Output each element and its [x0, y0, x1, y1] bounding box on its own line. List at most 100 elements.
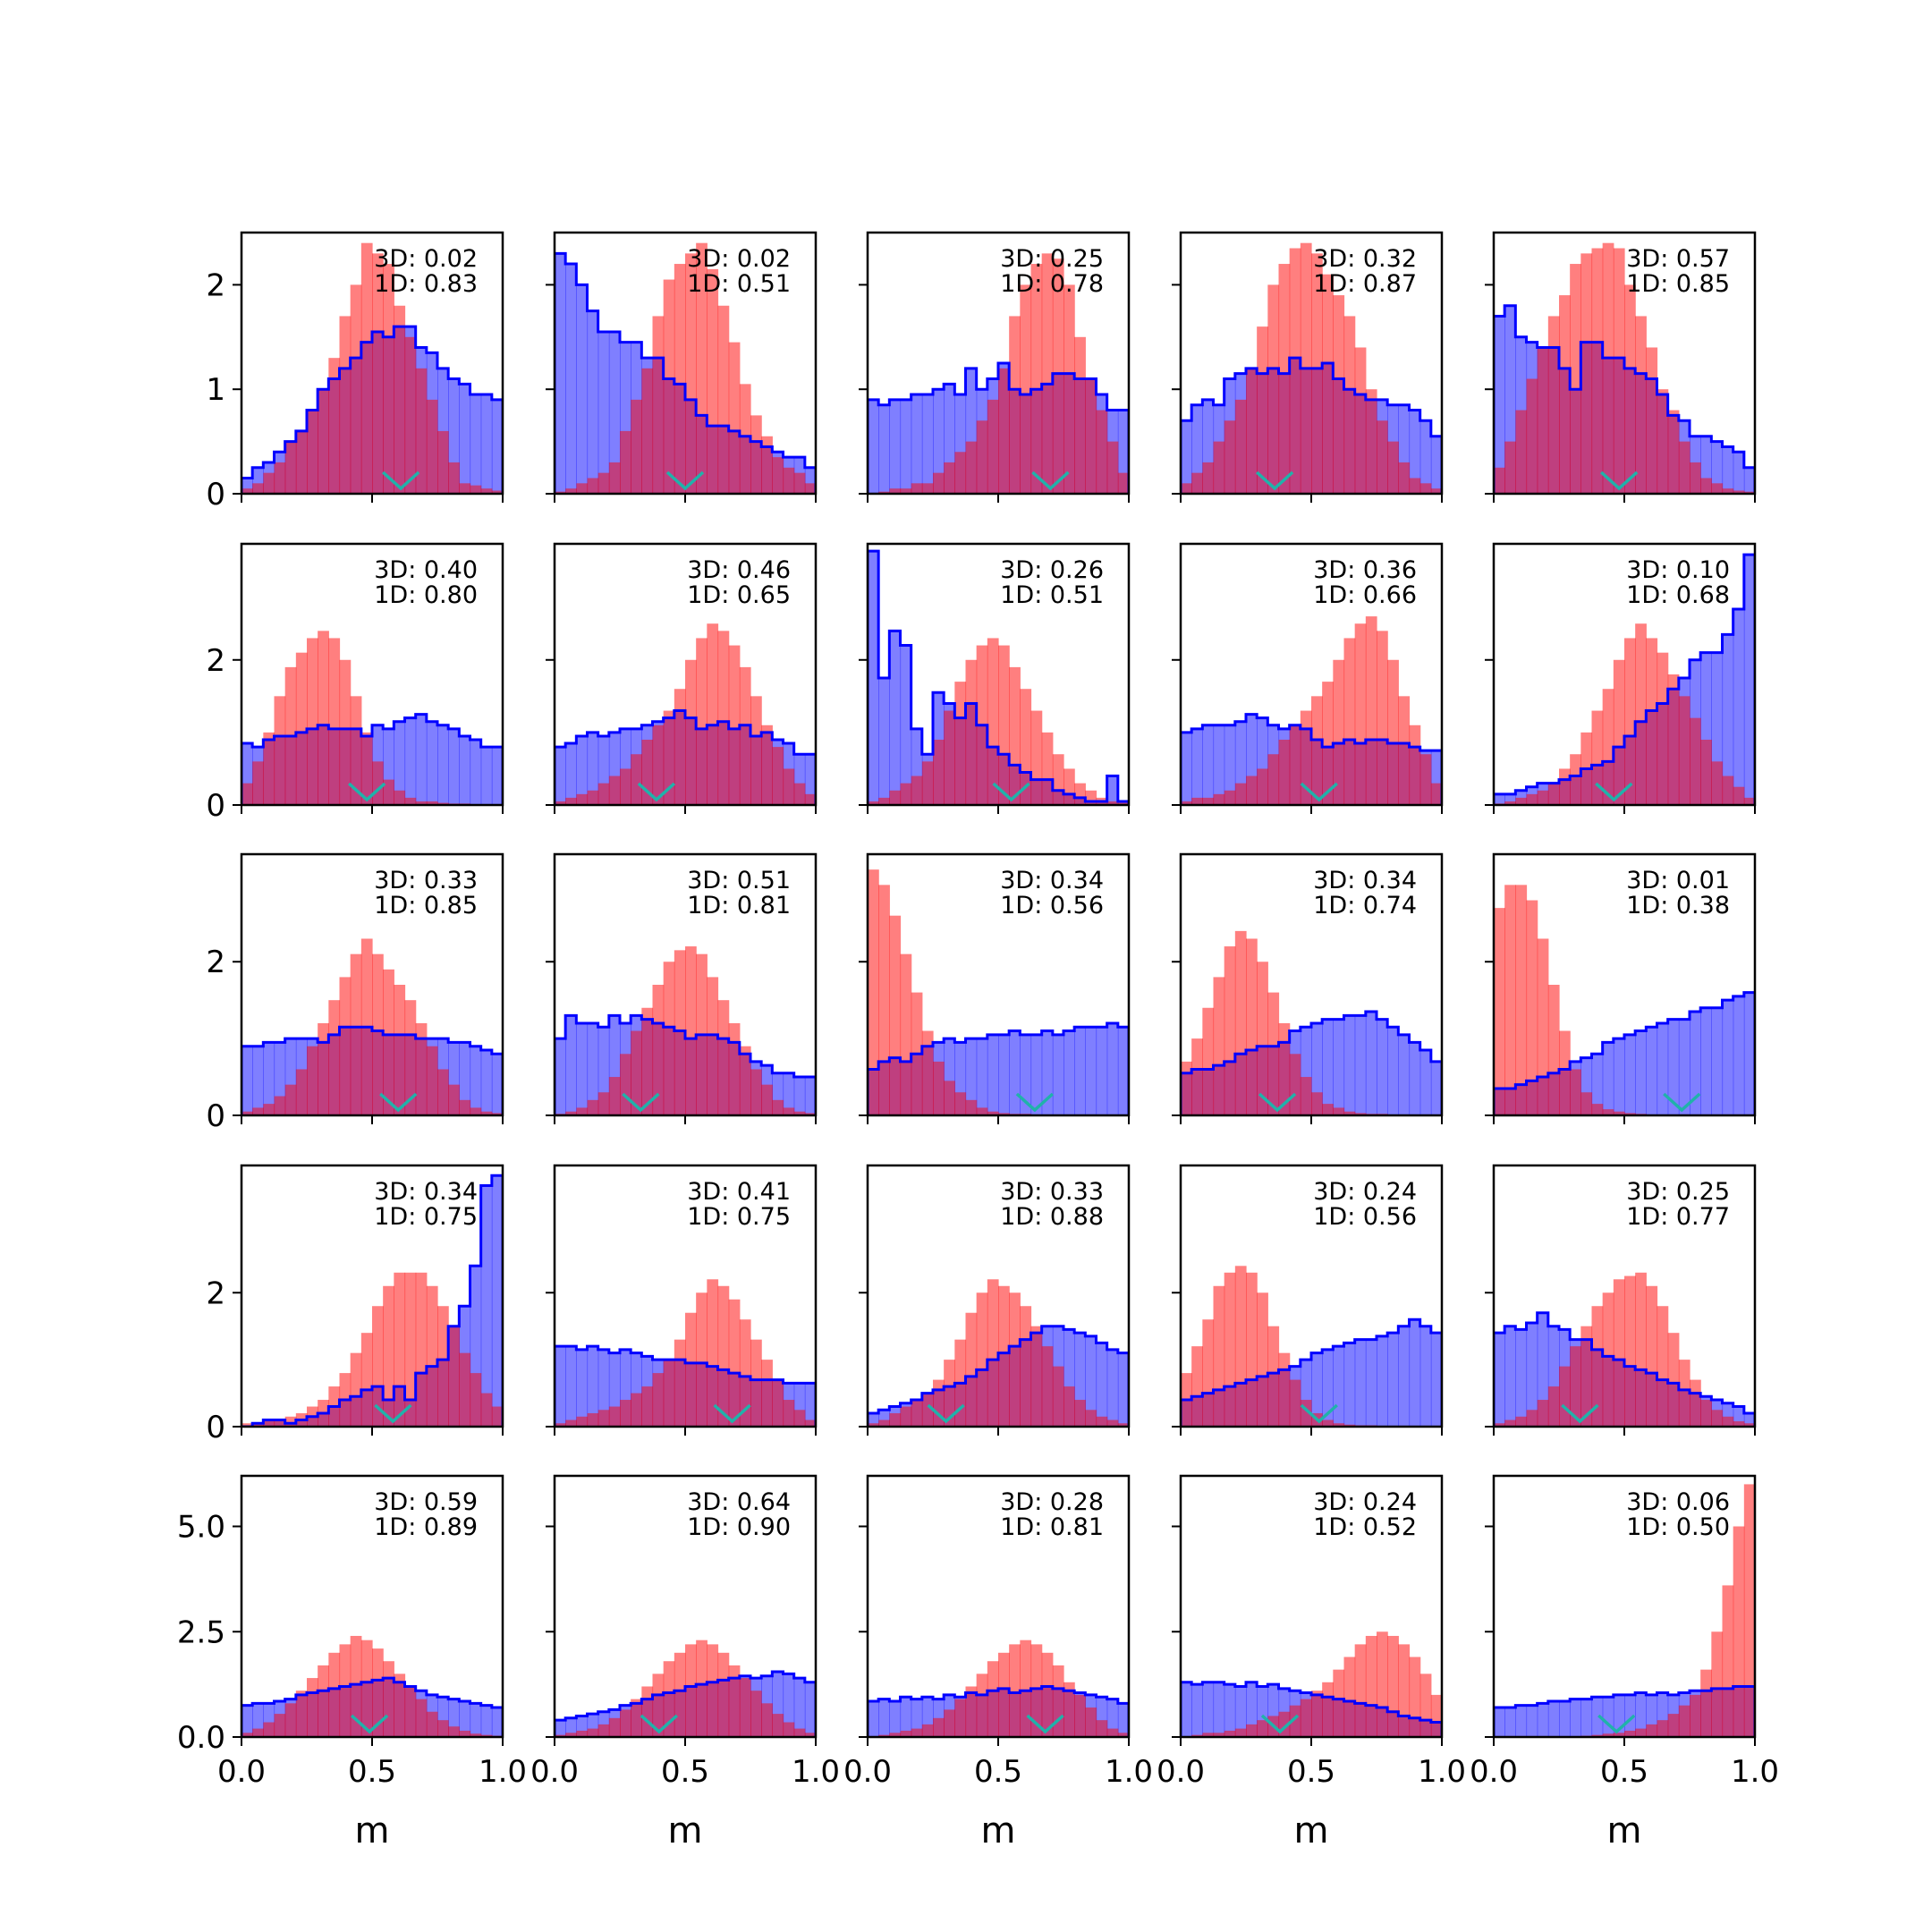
blue-bar	[1377, 1335, 1388, 1427]
red-bar	[998, 1652, 1010, 1737]
annotation-3d: 3D: 0.33	[1000, 1178, 1104, 1206]
panel-plot-area	[555, 946, 816, 1115]
red-bar	[252, 483, 264, 494]
red-bar	[1322, 682, 1334, 805]
blue-bar	[608, 331, 621, 494]
red-bar	[1063, 1682, 1075, 1737]
annotation-1d: 1D: 0.85	[374, 892, 478, 919]
red-bar	[707, 623, 719, 805]
blue-bar	[1537, 1312, 1549, 1427]
blue-bar	[263, 1042, 275, 1115]
annotation-3d: 3D: 0.36	[1313, 556, 1417, 584]
annotation-3d: 3D: 0.02	[687, 245, 791, 273]
red-bar	[480, 488, 493, 494]
red-bar	[437, 430, 449, 494]
red-bar	[1213, 977, 1225, 1115]
blue-bar	[1106, 1699, 1119, 1737]
blue-bar	[889, 1700, 902, 1737]
red-bar	[1354, 1113, 1367, 1115]
red-bar	[480, 1393, 493, 1427]
red-bar	[1602, 242, 1614, 494]
red-bar	[426, 1046, 438, 1115]
red-bar	[1041, 253, 1054, 494]
red-bar	[793, 783, 806, 805]
red-bar	[652, 316, 665, 494]
red-bar	[889, 488, 902, 494]
red-bar	[1300, 710, 1312, 805]
red-bar	[1537, 347, 1549, 494]
annotation-3d: 3D: 0.34	[1000, 867, 1104, 894]
x-tick-label: 0.5	[1287, 1754, 1335, 1790]
red-bar	[717, 1285, 730, 1427]
red-bar	[480, 1111, 493, 1115]
v-marker	[1599, 470, 1639, 491]
red-bar	[933, 472, 945, 494]
red-bar	[426, 399, 438, 494]
red-bar	[415, 1272, 428, 1427]
blue-step-line	[555, 1344, 816, 1427]
red-bar	[1678, 696, 1690, 805]
blue-step-line	[242, 1174, 503, 1427]
blue-bar	[1430, 1333, 1442, 1427]
red-bar	[717, 631, 730, 805]
blue-bar	[565, 1717, 577, 1737]
red-bar	[1085, 1707, 1097, 1737]
y-tick-label: 0	[206, 1098, 225, 1134]
blue-step-line	[1181, 1681, 1442, 1737]
blue-bar	[911, 1699, 923, 1737]
red-bar	[772, 1379, 784, 1427]
blue-bar	[1311, 1352, 1323, 1427]
red-bar	[565, 1733, 577, 1737]
blue-bar	[491, 399, 503, 494]
red-bar	[1733, 786, 1745, 805]
red-bar	[1202, 1733, 1215, 1737]
red-bar	[1526, 1410, 1538, 1427]
red-bar	[459, 1730, 471, 1737]
red-bar	[1052, 1366, 1064, 1427]
red-bar	[728, 1299, 741, 1427]
red-bar	[1613, 1279, 1625, 1427]
red-bar	[1234, 1728, 1247, 1737]
red-bar	[1009, 316, 1021, 494]
red-bar	[685, 659, 697, 805]
blue-bar	[1398, 1034, 1411, 1115]
red-bar	[1020, 1640, 1032, 1737]
blue-bar	[1526, 1705, 1538, 1737]
red-bar	[1074, 783, 1086, 805]
red-bar	[1224, 1730, 1236, 1737]
red-bar	[242, 1733, 253, 1737]
blue-bar	[1096, 1343, 1108, 1427]
red-bar	[1624, 1730, 1636, 1737]
red-bar	[587, 1728, 599, 1737]
red-bar	[965, 659, 978, 805]
red-bar	[1333, 1423, 1345, 1427]
red-bar	[1246, 775, 1258, 805]
v-marker	[381, 470, 420, 491]
annotation-3d: 3D: 0.24	[1313, 1178, 1417, 1206]
red-bar	[1387, 441, 1399, 494]
red-bar	[1667, 674, 1680, 805]
x-tick-label: 0.5	[661, 1754, 709, 1790]
red-bar	[696, 242, 708, 494]
annotation-3d: 3D: 0.34	[1313, 867, 1417, 894]
panel-plot-area	[1181, 1266, 1442, 1427]
blue-bar	[1333, 1346, 1345, 1427]
red-bar	[1311, 1690, 1323, 1737]
red-bar	[350, 696, 362, 805]
red-bar	[739, 384, 751, 494]
v-marker	[927, 1403, 965, 1424]
red-bar	[1117, 1733, 1129, 1737]
blue-bar	[1202, 1682, 1215, 1737]
red-bar	[1300, 1077, 1312, 1115]
red-bar	[976, 1107, 988, 1115]
red-bar	[394, 790, 406, 805]
blue-bar	[1181, 732, 1192, 805]
red-bar	[1052, 1665, 1064, 1737]
blue-bar	[1213, 724, 1225, 805]
red-bar	[954, 1699, 967, 1737]
blue-bar	[576, 284, 589, 494]
panel-plot-area	[555, 1279, 816, 1427]
red-bar	[1515, 1416, 1528, 1427]
